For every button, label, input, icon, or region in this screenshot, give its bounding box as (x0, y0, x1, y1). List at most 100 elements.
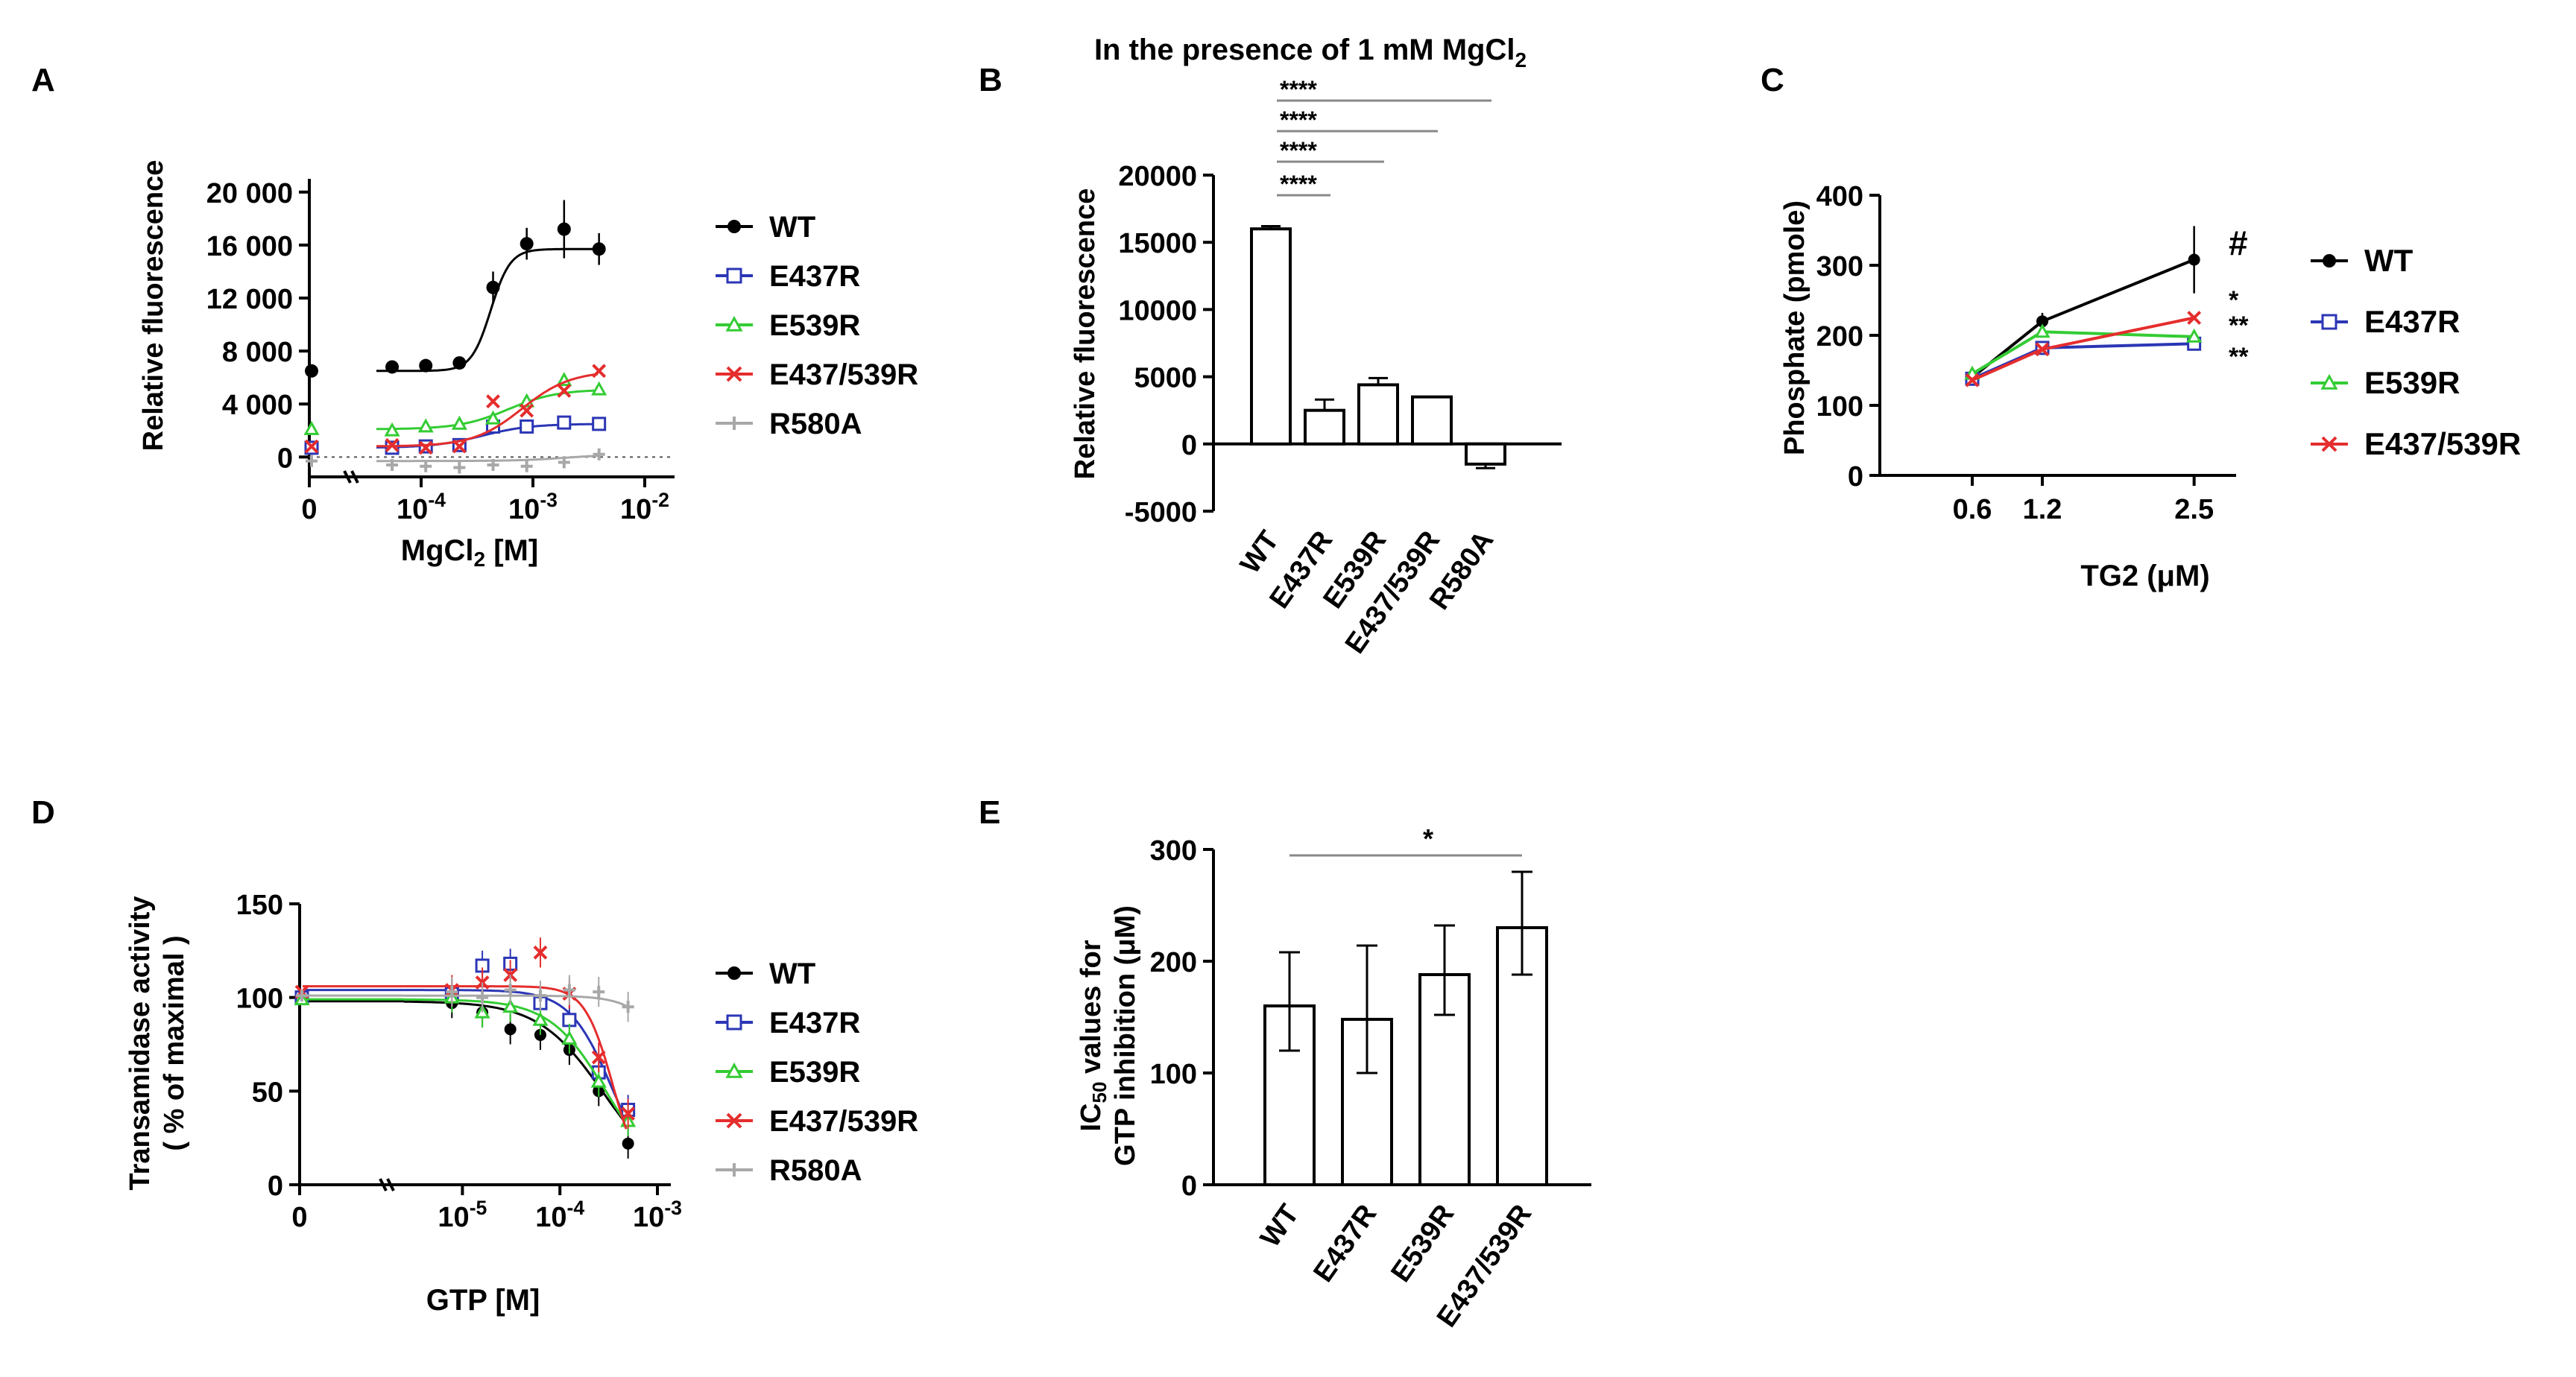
legend-entry: WT (716, 211, 815, 244)
x-tick-label: 1.2 (2023, 494, 2062, 525)
data-point-shape (592, 242, 606, 256)
data-point-stroke-b (591, 1050, 606, 1065)
bar (1357, 383, 1399, 446)
data-point (2186, 328, 2203, 343)
data-point-stroke-b (486, 394, 500, 409)
legend-marker (726, 366, 742, 382)
legend-marker (727, 1163, 741, 1177)
legend-marker-shape (2320, 373, 2338, 390)
legend-marker-shape (725, 315, 743, 332)
significance-label: **** (1280, 107, 1317, 133)
data-point-stroke-b (520, 403, 534, 418)
data-point (452, 356, 467, 370)
y-tick-label: 300 (1150, 835, 1197, 867)
legend-entry: E539R (2311, 365, 2460, 400)
data-point (446, 986, 458, 998)
axis-break (343, 470, 352, 484)
significance-bracket: **** (1277, 137, 1384, 164)
panel-e-ylabel: IC50 values for GTP inhibition (μM) (1076, 905, 1141, 1166)
y-tick-label: 100 (1816, 391, 1863, 422)
data-point-stroke-b (533, 945, 548, 960)
panel-b-title: In the presence of 1 mM MgCl2 (1094, 34, 1527, 72)
data-point-shape (622, 1137, 634, 1150)
panel-b-ylabel: Relative fluorescence (1070, 189, 1101, 480)
data-point (621, 1107, 636, 1121)
series-line (1971, 330, 2194, 376)
data-point (1965, 373, 1980, 387)
panel-a-ylabel: Relative fluorescence (138, 160, 169, 452)
legend-label: E539R (769, 309, 860, 342)
legend-label: WT (769, 211, 815, 244)
axis-break (379, 1178, 388, 1191)
significance-label: ** (2229, 343, 2249, 371)
panel-c-ylabel: Phosphate (pmole) (1779, 200, 1811, 455)
legend-marker (725, 315, 743, 332)
data-point (622, 1137, 634, 1150)
panel-d-xlabel: GTP [M] (426, 1284, 540, 1317)
significance-label: # (2229, 224, 2248, 262)
data-point-shape (502, 998, 519, 1013)
data-point (296, 990, 308, 1002)
data-point-shape (2034, 323, 2051, 338)
data-point (622, 1001, 634, 1013)
y-tick-label: 400 (1816, 181, 1863, 212)
data-point (2035, 342, 2050, 357)
legend-entry: E437R (716, 1007, 860, 1039)
data-point (557, 415, 572, 430)
data-point-shape (591, 381, 607, 396)
data-point (563, 984, 575, 996)
significance-bracket: **** (1277, 107, 1438, 133)
y-tick-label: 15000 (1118, 228, 1197, 259)
data-point (561, 1030, 578, 1045)
y-tick-label: 5000 (1134, 363, 1197, 394)
significance-bracket: **** (1277, 76, 1491, 103)
x-tick-label: 10-4 (397, 489, 446, 525)
fit-curve (403, 998, 628, 1124)
data-point-shape (2036, 315, 2048, 328)
x-tick-label: 10-4 (535, 1197, 584, 1233)
significance-label: * (1423, 823, 1433, 854)
data-point (419, 358, 433, 373)
panel-d-ylabel-line2: ( % of maximal ) (159, 935, 190, 1150)
legend-label: E539R (2364, 365, 2460, 400)
data-point (385, 360, 400, 374)
data-point-stroke-b (2187, 311, 2202, 325)
x-tick-label: 0 (301, 494, 317, 525)
legend-entry: E437/539R (716, 1105, 918, 1138)
data-point (2187, 311, 2202, 325)
legend-entry: E437/539R (716, 358, 918, 391)
data-point-shape (484, 410, 502, 425)
data-point (2034, 323, 2051, 338)
data-point-stroke-b (621, 1107, 636, 1121)
y-tick-label: 300 (1816, 251, 1863, 282)
x-tick-label: 10-3 (633, 1197, 682, 1233)
data-point (451, 415, 467, 430)
data-point (557, 222, 571, 236)
y-tick-label: 0 (277, 443, 293, 474)
data-point (558, 456, 570, 469)
data-point (592, 242, 606, 256)
x-tick-label: WT (1234, 525, 1285, 579)
data-point-shape (520, 419, 534, 434)
legend-label: R580A (769, 408, 862, 440)
y-tick-label: 8 000 (222, 337, 293, 368)
y-tick-label: 0 (1181, 1171, 1197, 1202)
legend-marker-stroke-b (2321, 436, 2337, 452)
x-tick-label: 10-3 (508, 489, 558, 525)
data-point-stroke-b (385, 437, 400, 452)
y-tick-label: 100 (1150, 1059, 1197, 1090)
data-point (592, 364, 607, 379)
legend-marker (726, 268, 742, 284)
data-point (593, 448, 605, 460)
fit-curve (403, 994, 627, 1007)
legend-marker (726, 1112, 742, 1129)
legend-marker-shape (726, 1014, 742, 1031)
data-point-shape (532, 1011, 549, 1026)
y-tick-label: 4 000 (222, 390, 293, 421)
data-point (487, 459, 499, 471)
data-point-shape (303, 420, 320, 435)
data-point (502, 998, 519, 1013)
legend-marker-shape (2323, 254, 2336, 268)
legend-marker (725, 1062, 743, 1078)
significance-label: ** (2229, 311, 2249, 340)
